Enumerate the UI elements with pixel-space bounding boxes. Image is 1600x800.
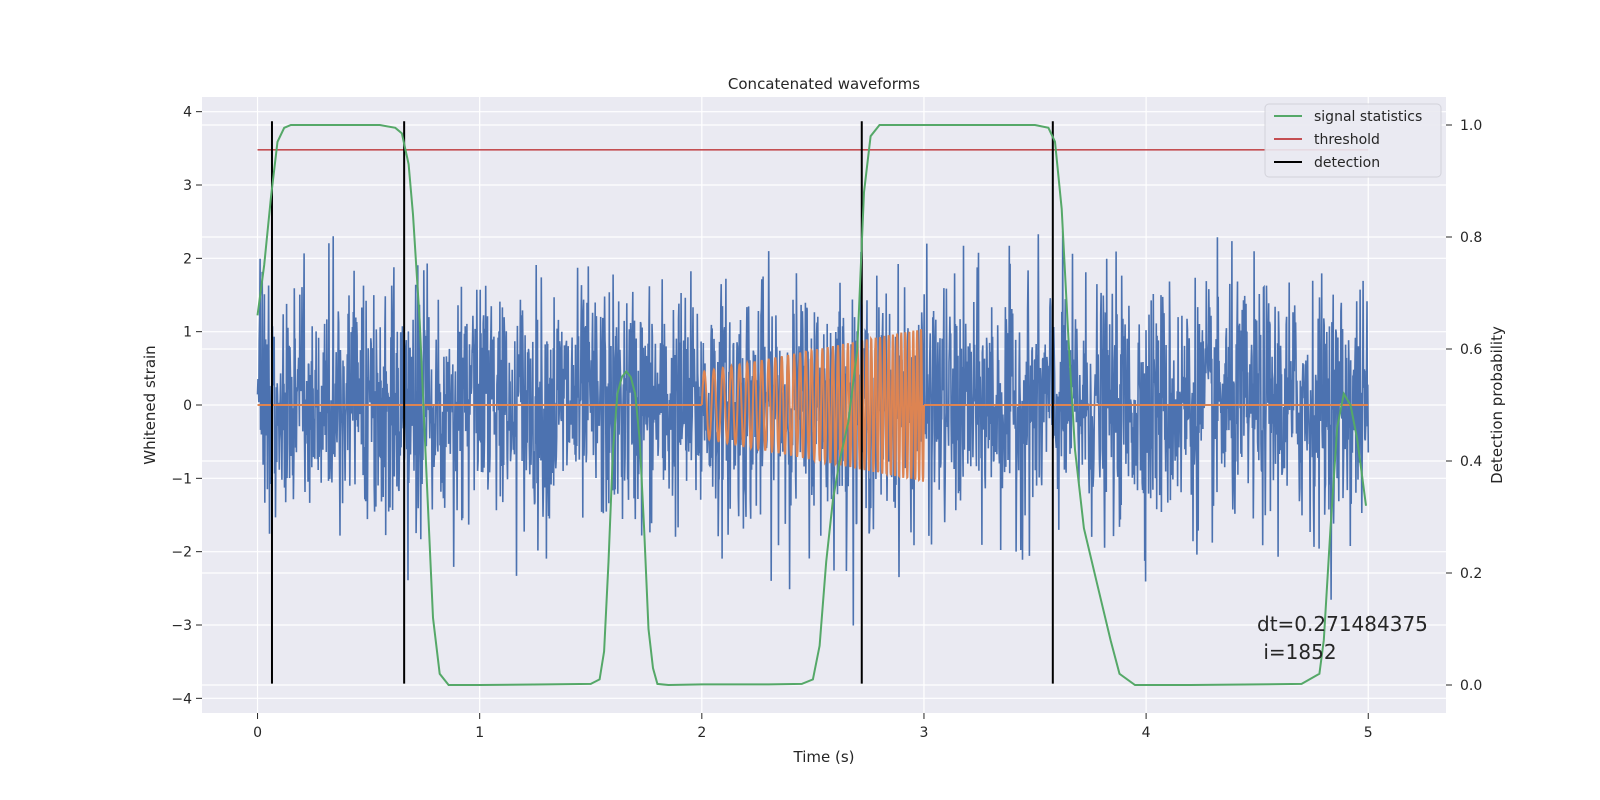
x-tick-label: 0 — [253, 725, 262, 741]
y2-tick-label: 0.4 — [1460, 454, 1482, 470]
x-axis-title: Time (s) — [793, 748, 855, 766]
y2-axis-title: Detection probability — [1488, 326, 1506, 484]
y2-tick-label: 0.8 — [1460, 230, 1482, 246]
legend-label-detection: detection — [1314, 155, 1380, 171]
y2-tick-label: 0.6 — [1460, 342, 1482, 358]
y-tick-label: 3 — [183, 178, 192, 194]
injected-signal-line — [257, 329, 1369, 483]
chart-title: Concatenated waveforms — [728, 75, 920, 93]
annotation-index: i=1852 — [1257, 640, 1337, 664]
x-tick-label: 1 — [475, 725, 484, 741]
y-tick-label: −4 — [171, 691, 192, 707]
y-tick-label: −3 — [171, 618, 192, 634]
axes: 0 1 2 3 4 5 −4 −3 −2 −1 0 1 2 3 4 0.0 0.2 0.4 0.6 0.8 1.0 — [171, 105, 1482, 741]
x-tick-label: 4 — [1142, 725, 1151, 741]
y-tick-label: −1 — [171, 471, 192, 487]
y-tick-label: 0 — [183, 398, 192, 414]
legend-label-threshold: threshold — [1314, 132, 1380, 148]
data-series — [256, 121, 1370, 687]
strain-series-line — [256, 230, 1370, 626]
signal-statistics-line — [256, 124, 1367, 687]
legend-label-signal-statistics: signal statistics — [1314, 109, 1422, 125]
x-tick-label: 2 — [697, 725, 706, 741]
y2-tick-label: 1.0 — [1460, 118, 1482, 134]
y2-tick-label: 0.0 — [1460, 678, 1482, 694]
y-tick-label: 4 — [183, 105, 192, 121]
y-axis-title: Whitened strain — [141, 345, 159, 464]
x-tick-label: 3 — [920, 725, 929, 741]
y-tick-label: 1 — [183, 325, 192, 341]
legend-box — [1264, 103, 1442, 178]
x-tick-label: 5 — [1364, 725, 1373, 741]
y2-tick-label: 0.2 — [1460, 566, 1482, 582]
annotation-dt: dt=0.271484375 — [1257, 612, 1428, 636]
legend: signal statistics threshold detection — [1264, 103, 1442, 178]
y-tick-label: 2 — [183, 251, 192, 267]
y-tick-label: −2 — [171, 545, 192, 561]
